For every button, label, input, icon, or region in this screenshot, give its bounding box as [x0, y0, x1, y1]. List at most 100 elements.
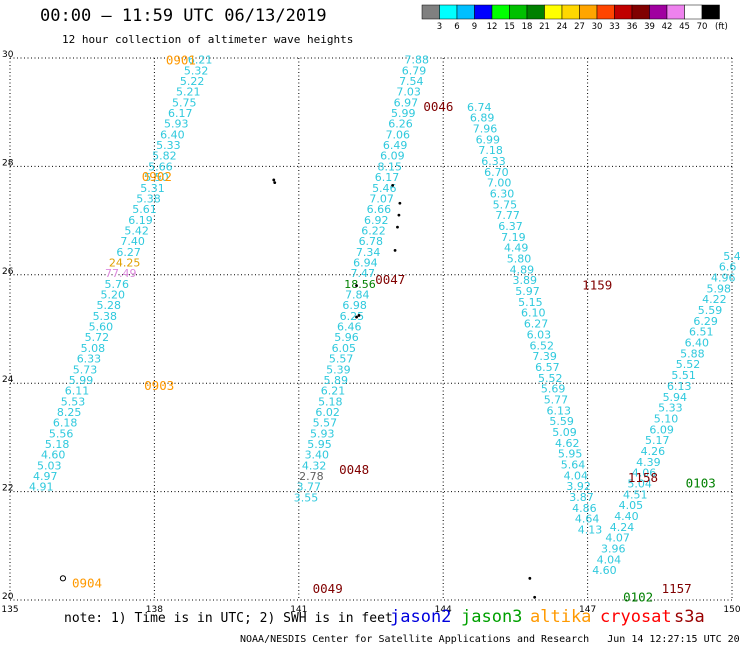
wave-height-value: 6.6 [719, 261, 737, 274]
wave-height-value: 7.03 [396, 86, 421, 99]
wave-height-value: 5.59 [698, 304, 723, 317]
wave-height-value: 5.88 [680, 347, 705, 360]
wave-height-value: 5.33 [156, 139, 181, 152]
wave-height-value: 5.28 [97, 299, 122, 312]
wave-height-value: 5.08 [81, 342, 106, 355]
wave-height-value: 6.79 [402, 64, 427, 77]
wave-height-value: 6.10 [521, 307, 546, 320]
wave-height-value: 6.22 [361, 224, 386, 237]
wave-height-value: 5.93 [164, 118, 189, 131]
wave-height-value: 6.17 [375, 171, 400, 184]
wave-height-value: 3.89 [512, 274, 537, 287]
wave-height-value: 24.25 [109, 256, 141, 269]
legend-label: 36 [627, 22, 638, 32]
wave-height-value: 5.10 [654, 412, 679, 425]
pass-time-label: 1157 [662, 581, 692, 596]
wave-height-value: 6.11 [65, 385, 90, 398]
wave-height-value: 5.38 [93, 310, 118, 323]
legend-swatch [701, 4, 720, 20]
wave-height-value: 4.49 [504, 242, 529, 255]
wave-height-value: 6.98 [342, 299, 367, 312]
island-mark [355, 315, 358, 319]
wave-height-value: 5.03 [37, 459, 62, 472]
track-0046: 7.886.797.547.036.975.996.267.066.496.09… [294, 54, 429, 505]
wave-height-value: 4.32 [302, 459, 327, 472]
wave-height-value: 7.06 [386, 128, 411, 141]
wave-height-value: 4.97 [33, 470, 58, 483]
legend-cryosat: cryosat [600, 607, 672, 627]
wave-height-value: 4.07 [605, 532, 630, 545]
wave-height-value: 6.21 [321, 385, 346, 398]
tick-label-lat: 24 [2, 375, 14, 385]
wave-height-value: 7.54 [399, 75, 424, 88]
wave-height-value: 6.09 [380, 150, 405, 163]
wave-height-value: 5.99 [69, 374, 94, 387]
wave-height-value: 6.92 [364, 214, 389, 227]
wave-height-value: 5.99 [391, 107, 416, 120]
wave-height-value: 5.18 [318, 395, 343, 408]
island-mark [355, 284, 358, 288]
legend-label: 45 [679, 22, 690, 32]
wave-height-value: 5.75 [493, 198, 518, 211]
wave-height-value: 5.72 [85, 331, 110, 344]
footer-credit: NOAA/NESDIS Center for Satellite Applica… [240, 634, 740, 645]
wave-height-value: 6.94 [353, 256, 378, 269]
legend-label: 18 [522, 22, 533, 32]
wave-height-value: 5.31 [140, 182, 165, 195]
legend-label: 33 [609, 22, 620, 32]
wave-height-value: 5.4 [723, 250, 740, 263]
wave-height-value: 5.96 [334, 331, 359, 344]
wave-height-map: 135 138 141 144 147 1503028262422206.215.325.… [1, 50, 740, 615]
wave-height-value: 6.57 [535, 361, 560, 374]
pass-time-label: 0102 [623, 589, 653, 604]
wave-height-value: 4.22 [702, 293, 727, 306]
tick-label-lat: 26 [2, 267, 14, 277]
island-mark [273, 181, 277, 185]
wave-height-value: 6.27 [116, 246, 141, 259]
wave-height-value: 5.95 [307, 438, 332, 451]
wave-height-value: 4.40 [614, 510, 639, 523]
tick-label-lon: 141 [290, 605, 307, 615]
wave-height-value: 6.19 [128, 214, 153, 227]
wave-height-value: 4.05 [619, 499, 644, 512]
wave-height-value: 6.99 [476, 133, 501, 146]
wave-height-value: 6.25 [340, 310, 365, 323]
wave-height-value: 4.24 [610, 521, 635, 534]
wave-height-value: 6.29 [693, 315, 718, 328]
wave-height-value: 6.51 [689, 326, 714, 339]
wave-height-value: 5.80 [507, 253, 532, 266]
wave-height-value: 3.55 [294, 491, 319, 504]
legend-label: 24 [557, 22, 568, 32]
wave-height-value: 6.18 [53, 417, 78, 430]
wave-height-value: 5.56 [49, 427, 74, 440]
island-mark [398, 201, 402, 205]
wave-height-value: 5.52 [538, 372, 563, 385]
wave-height-value: 5.21 [176, 86, 201, 99]
page-title: 00:00 – 11:59 UTC 06/13/2019 [40, 6, 327, 26]
wave-height-value: 6.21 [188, 54, 213, 67]
wave-height-value: 6.26 [388, 118, 413, 131]
legend-label: 39 [644, 22, 655, 32]
legend-label: 42 [662, 22, 673, 32]
pass-time-label: 0903 [144, 378, 174, 393]
pass-time-label: 0047 [375, 272, 405, 287]
wave-height-value: 7.84 [345, 289, 370, 302]
wave-height-value: 6.30 [490, 188, 515, 201]
wave-height-value: 7.18 [478, 144, 503, 157]
wave-height-value: 5.50 [144, 171, 169, 184]
wave-height-value: 5.82 [152, 150, 177, 163]
wave-height-value: 2.78 [299, 470, 324, 483]
wave-height-value: 7.40 [120, 235, 145, 248]
wave-height-value: 6.74 [467, 101, 492, 114]
pass-time-label: 0902 [142, 169, 172, 184]
tick-label-lon: 135 [1, 605, 18, 615]
wave-height-value: 7.00 [487, 177, 512, 190]
wave-height-value: 3.92 [566, 480, 591, 493]
wave-height-value: 5.53 [61, 395, 86, 408]
pass-time-label: 1159 [582, 278, 612, 293]
wave-height-value: 7.88 [404, 54, 429, 67]
wave-height-value: 6.70 [484, 166, 509, 179]
wave-height-value: 7.47 [350, 267, 375, 280]
wave-height-value: 5.33 [658, 402, 683, 415]
